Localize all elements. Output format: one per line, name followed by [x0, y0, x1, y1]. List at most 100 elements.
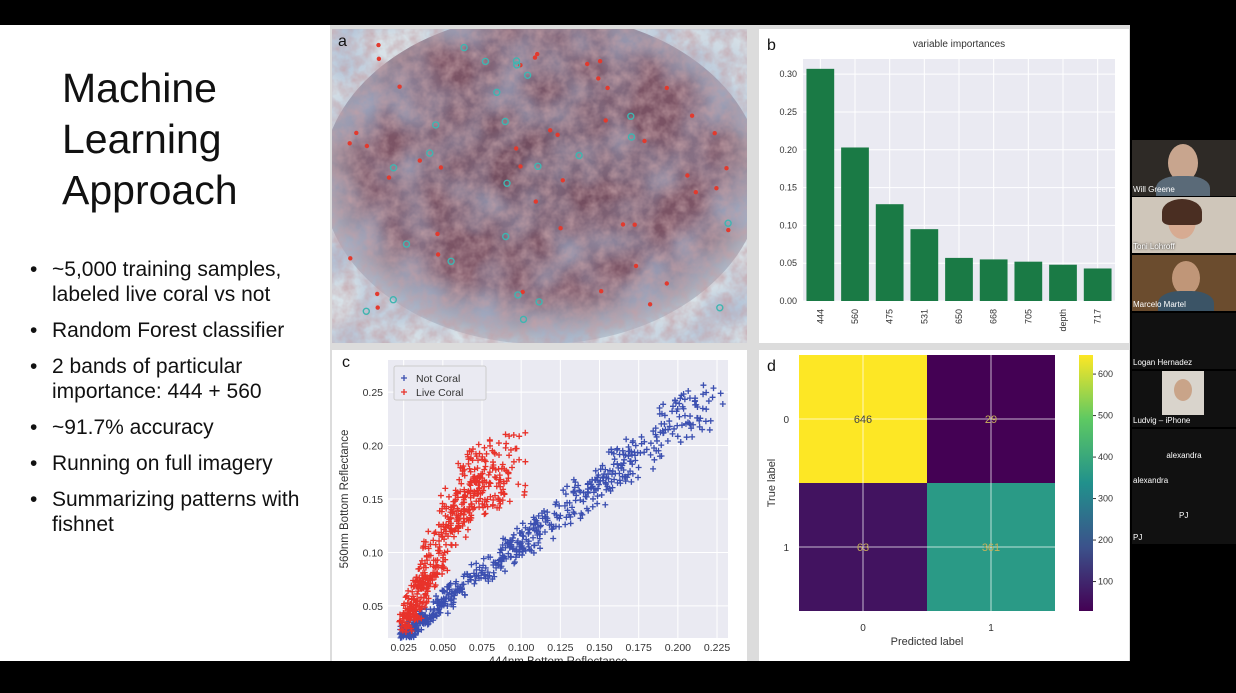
point-not-coral	[622, 478, 629, 485]
point-live-coral	[408, 628, 415, 635]
colorbar-tick-label: 200	[1098, 535, 1113, 545]
point-live-coral	[464, 451, 471, 458]
bullet-list: ~5,000 training samples, labeled live co…	[30, 257, 325, 548]
sample-point-teal	[389, 164, 398, 172]
y-tick-label: 0.00	[779, 296, 797, 306]
point-live-coral	[489, 459, 496, 466]
point-live-coral	[401, 600, 408, 607]
point-live-coral	[468, 512, 475, 519]
point-not-coral	[430, 598, 437, 605]
sample-point-red	[548, 128, 553, 133]
sample-point-red	[726, 227, 731, 233]
point-live-coral	[487, 480, 494, 487]
point-live-coral	[441, 549, 448, 556]
coral-imagery-panel: a	[332, 29, 747, 343]
sample-point-teal	[447, 257, 455, 266]
point-not-coral	[600, 477, 607, 484]
point-not-coral	[684, 419, 691, 426]
point-not-coral	[594, 493, 601, 500]
point-live-coral	[490, 496, 497, 503]
point-live-coral	[498, 489, 505, 496]
point-not-coral	[497, 546, 504, 553]
point-not-coral	[519, 520, 526, 527]
point-not-coral	[652, 425, 659, 432]
point-live-coral	[491, 449, 498, 456]
participant-tile[interactable]: Marcelo Martel	[1132, 255, 1236, 311]
point-not-coral	[566, 511, 573, 518]
point-live-coral	[468, 479, 475, 486]
x-tick-label: 668	[989, 309, 999, 324]
point-not-coral	[705, 398, 712, 405]
point-live-coral	[439, 534, 446, 541]
point-not-coral	[590, 495, 597, 502]
colorbar-tick-label: 100	[1098, 577, 1113, 587]
x-tick-label: depth	[1058, 309, 1068, 332]
point-not-coral	[595, 481, 602, 488]
point-live-coral	[481, 502, 488, 509]
sample-point-red	[435, 231, 440, 237]
point-not-coral	[461, 571, 468, 578]
point-live-coral	[486, 438, 493, 445]
point-live-coral	[418, 594, 425, 601]
point-live-coral	[415, 588, 422, 595]
y-tick-label: 1	[783, 543, 789, 554]
participant-tile[interactable]: Logan Hernadez	[1132, 313, 1236, 369]
point-live-coral	[422, 539, 429, 546]
y-tick-label: 0.20	[779, 145, 797, 155]
point-live-coral	[516, 433, 523, 440]
point-not-coral	[412, 632, 419, 639]
point-not-coral	[489, 576, 496, 583]
point-not-coral	[602, 501, 609, 508]
point-live-coral	[497, 476, 504, 483]
point-not-coral	[658, 410, 665, 417]
point-not-coral	[437, 609, 444, 616]
point-not-coral	[531, 521, 538, 528]
point-not-coral	[497, 564, 504, 571]
participant-tile[interactable]: alexandra alexandra PJ PJ	[1132, 429, 1236, 544]
point-live-coral	[501, 491, 508, 498]
point-live-coral	[442, 541, 449, 548]
point-not-coral	[514, 525, 521, 532]
point-not-coral	[629, 437, 636, 444]
participant-tile[interactable]: Toni Lohroff	[1132, 197, 1236, 253]
point-not-coral	[476, 575, 483, 582]
point-live-coral	[472, 450, 479, 457]
point-live-coral	[460, 518, 467, 525]
point-live-coral	[502, 444, 509, 451]
point-not-coral	[658, 453, 665, 460]
point-live-coral	[481, 483, 488, 490]
point-not-coral	[680, 391, 687, 398]
sample-point-red	[560, 178, 565, 183]
point-live-coral	[471, 466, 478, 473]
colorbar-tick-label: 600	[1098, 369, 1113, 379]
sample-point-red	[376, 56, 382, 61]
point-not-coral	[617, 480, 624, 487]
y-tick-label: 0.10	[363, 547, 384, 559]
point-not-coral	[513, 548, 520, 555]
point-live-coral	[405, 622, 412, 629]
point-not-coral	[505, 550, 512, 557]
x-tick-label: 0.100	[508, 642, 534, 654]
point-live-coral	[501, 480, 508, 487]
confusion-matrix-chart: 646 29 63 361 0 1 0 1 Predicted label True label 1…	[766, 355, 1113, 648]
sample-point-teal	[501, 232, 510, 241]
participant-tile[interactable]: Ludvig – iPhone	[1132, 371, 1236, 427]
point-live-coral	[516, 456, 523, 463]
sample-point-red	[693, 190, 698, 195]
point-not-coral	[584, 488, 591, 495]
point-not-coral	[674, 422, 681, 429]
point-not-coral	[544, 517, 551, 524]
participant-tile[interactable]: Will Greene	[1132, 140, 1236, 196]
point-live-coral	[442, 485, 449, 492]
point-live-coral	[410, 583, 417, 590]
point-not-coral	[567, 520, 574, 527]
point-live-coral	[485, 471, 492, 478]
sample-point-red	[532, 55, 538, 60]
point-not-coral	[603, 481, 610, 488]
point-not-coral	[589, 483, 596, 490]
point-not-coral	[519, 532, 526, 539]
y-axis-label: True label	[766, 459, 778, 508]
point-live-coral	[522, 458, 529, 465]
cm-cell-label: 361	[982, 542, 1000, 554]
point-not-coral	[519, 552, 526, 559]
